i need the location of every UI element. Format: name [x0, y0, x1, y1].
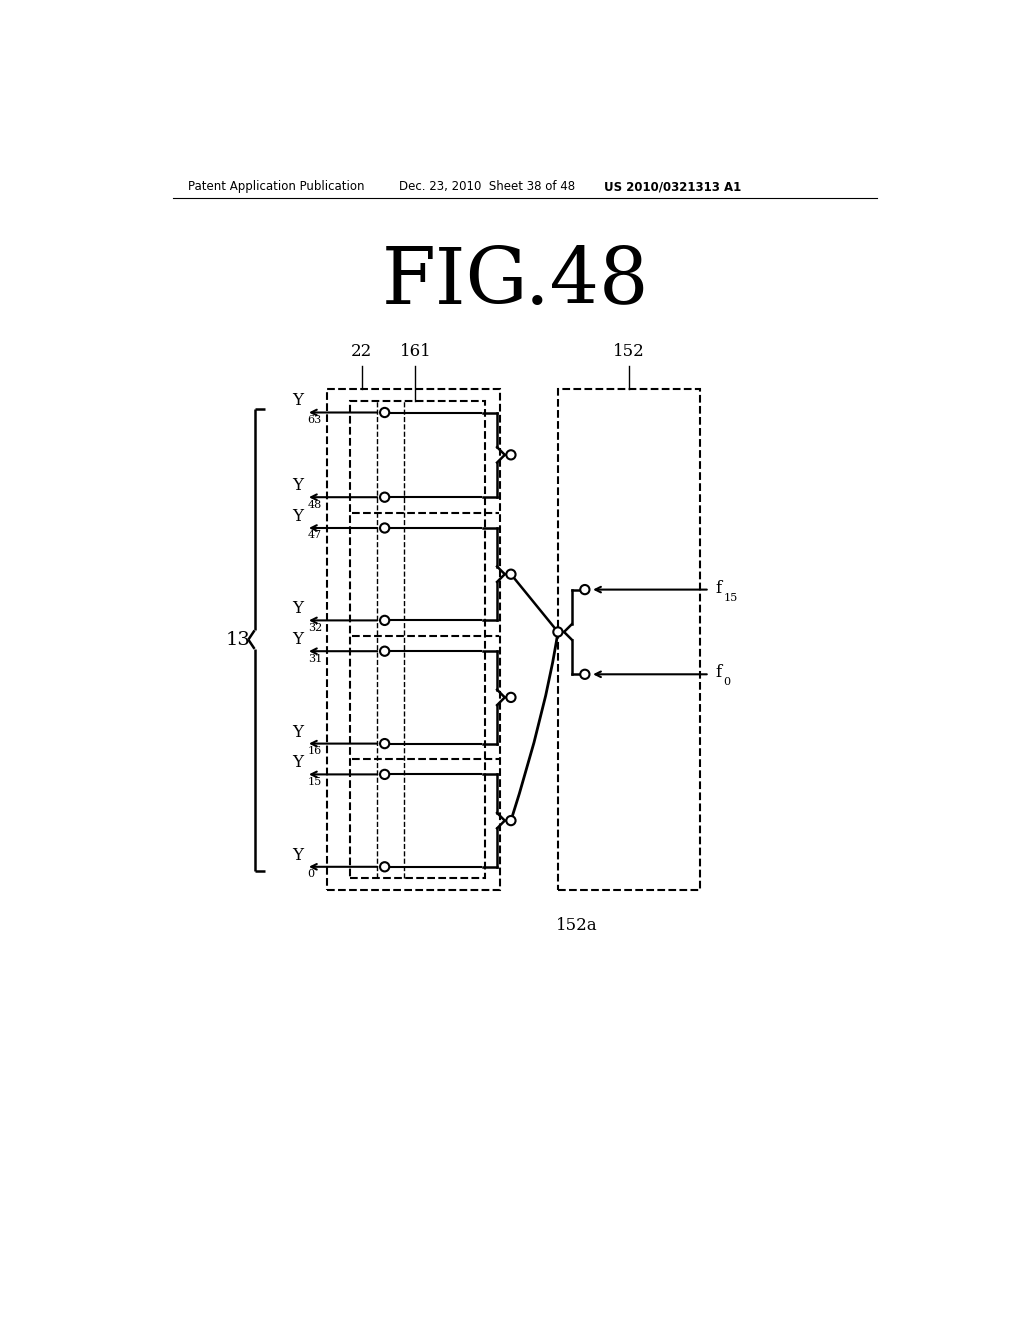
Text: Y: Y [292, 723, 303, 741]
Text: Y: Y [292, 508, 303, 525]
Bar [327, 389, 500, 890]
Circle shape [380, 492, 389, 502]
Text: 13: 13 [225, 631, 250, 648]
Circle shape [380, 615, 389, 626]
Text: Y: Y [292, 392, 303, 409]
Text: Y: Y [292, 846, 303, 863]
Text: 31: 31 [307, 653, 322, 664]
Circle shape [506, 693, 515, 702]
Text: Y: Y [292, 601, 303, 618]
Circle shape [380, 770, 389, 779]
Text: 161: 161 [399, 343, 431, 360]
Text: FIG.48: FIG.48 [382, 244, 649, 319]
Text: 48: 48 [307, 499, 322, 510]
Circle shape [380, 739, 389, 748]
Circle shape [380, 523, 389, 532]
Text: 152: 152 [613, 343, 645, 360]
Text: 22: 22 [351, 343, 372, 360]
Text: Y: Y [292, 477, 303, 494]
Bar [350, 401, 484, 878]
Circle shape [380, 647, 389, 656]
Bar [558, 389, 700, 890]
Text: 152a: 152a [556, 917, 598, 933]
Text: Patent Application Publication: Patent Application Publication [188, 181, 365, 194]
Circle shape [506, 570, 515, 579]
Text: 15: 15 [307, 776, 322, 787]
Text: Dec. 23, 2010  Sheet 38 of 48: Dec. 23, 2010 Sheet 38 of 48 [398, 181, 574, 194]
Circle shape [581, 585, 590, 594]
Circle shape [553, 627, 562, 636]
Text: 16: 16 [307, 746, 322, 756]
Text: 0: 0 [307, 869, 314, 879]
Text: f: f [716, 664, 722, 681]
Text: 0: 0 [724, 677, 730, 688]
Circle shape [581, 669, 590, 678]
Circle shape [380, 862, 389, 871]
Text: 47: 47 [307, 531, 322, 540]
Text: 15: 15 [724, 593, 737, 603]
Text: Y: Y [292, 631, 303, 648]
Text: f: f [716, 579, 722, 597]
Circle shape [506, 450, 515, 459]
Circle shape [506, 816, 515, 825]
Text: 32: 32 [307, 623, 322, 632]
Circle shape [380, 408, 389, 417]
Text: 63: 63 [307, 414, 322, 425]
Text: Y: Y [292, 754, 303, 771]
Text: US 2010/0321313 A1: US 2010/0321313 A1 [604, 181, 741, 194]
